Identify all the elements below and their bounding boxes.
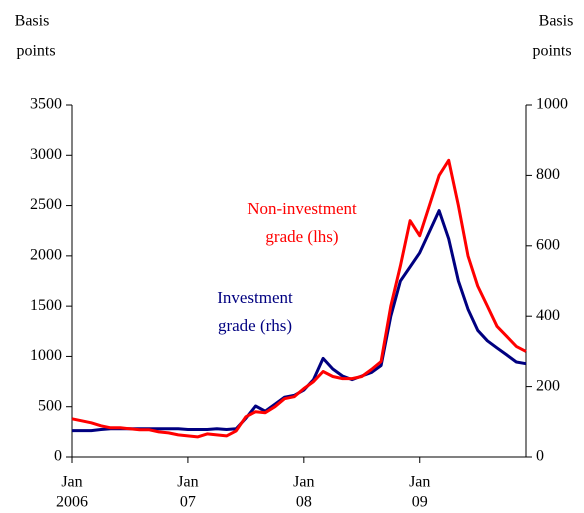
y-tick-label: 1000 [30,347,62,364]
y2-tick-label: 400 [536,307,560,324]
y-tick-label: 1500 [30,297,62,314]
annotation: Non-investment [247,199,357,218]
x-tick-label: 2006 [56,494,88,511]
y-tick-label: 3500 [30,96,62,113]
annotation: Investment [217,288,293,307]
annotation: grade (lhs) [265,227,338,246]
x-tick-label: 09 [412,494,428,511]
y-tick-label: 2500 [30,196,62,213]
annotation: grade (rhs) [218,316,292,335]
y2-tick-label: 0 [536,448,544,465]
y2-axis-label: Basis [539,13,574,30]
y2-tick-label: 200 [536,377,560,394]
y2-tick-label: 1000 [536,96,568,113]
x-tick-label: Jan [293,474,314,491]
y-axis-label: points [16,43,55,60]
y-axis-label: Basis [15,13,50,30]
y-tick-label: 500 [38,397,62,414]
x-tick-label: 07 [180,494,196,511]
x-tick-label: Jan [61,474,82,491]
x-tick-label: Jan [409,474,430,491]
y-tick-label: 2000 [30,247,62,264]
y2-tick-label: 600 [536,236,560,253]
series-line [71,158,527,439]
y2-axis-label: points [532,43,571,60]
x-tick-label: Jan [177,474,198,491]
y2-tick-label: 800 [536,166,560,183]
x-tick-label: 08 [296,494,312,511]
y-tick-label: 0 [54,448,62,465]
y-tick-label: 3000 [30,146,62,163]
